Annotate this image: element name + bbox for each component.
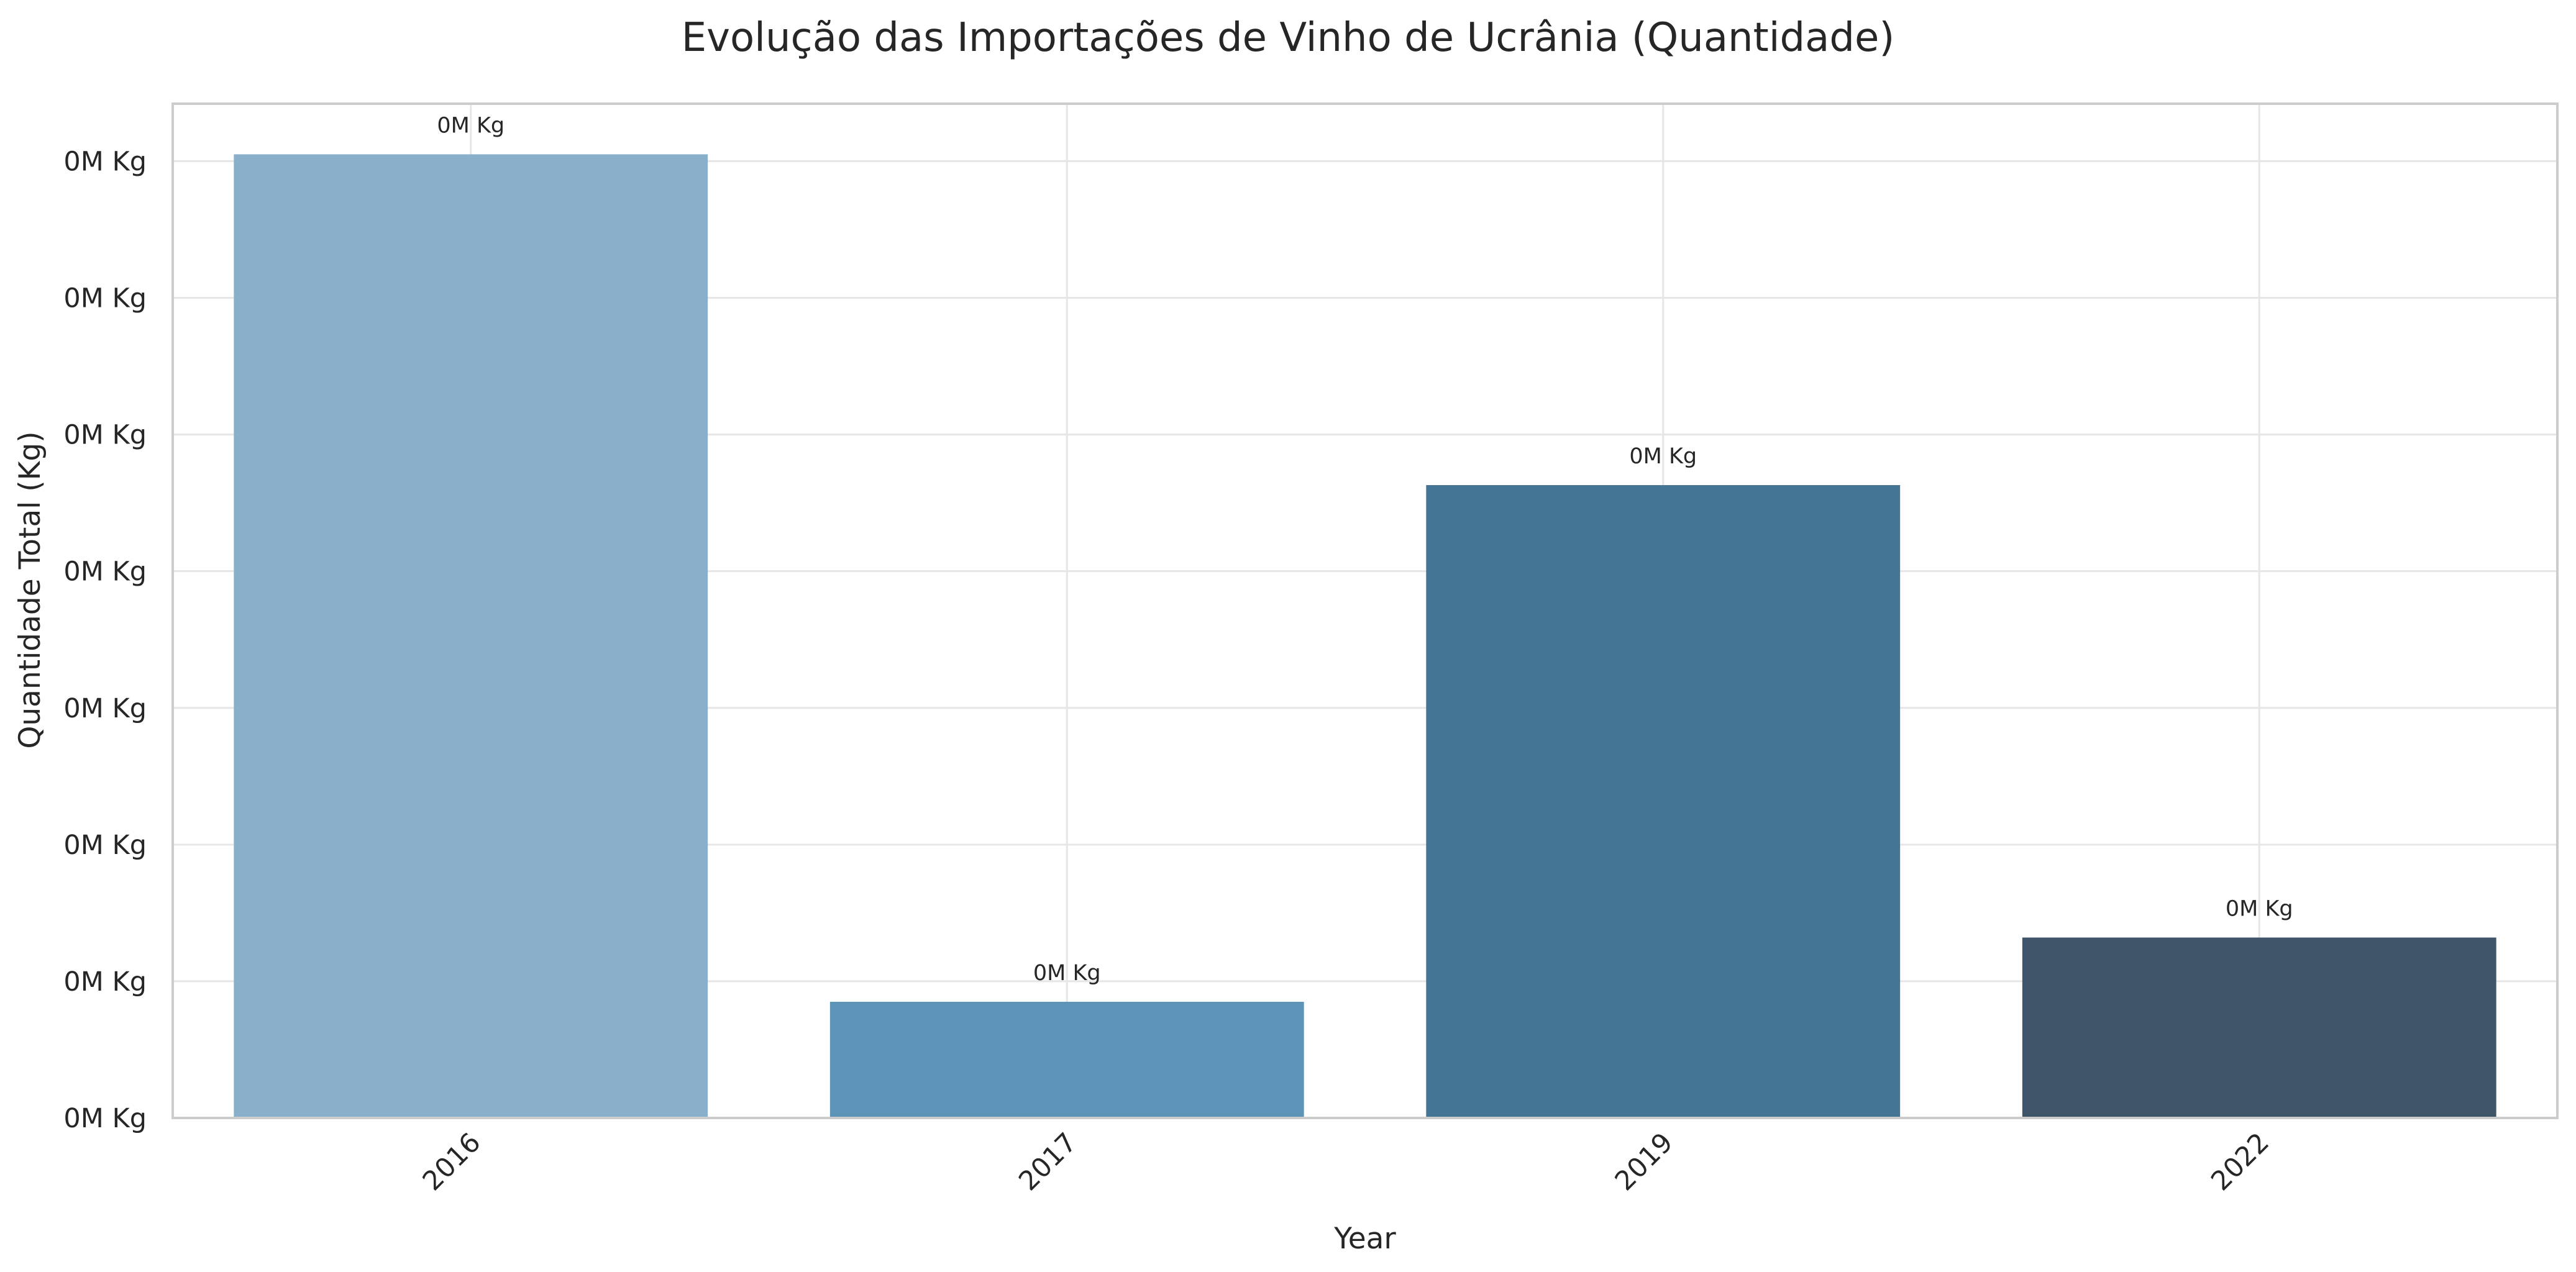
y-tick-label: 0M Kg bbox=[63, 830, 147, 861]
bar-value-label: 0M Kg bbox=[2226, 896, 2293, 921]
y-axis-ticks: 0M Kg 0M Kg 0M Kg 0M Kg 0M Kg 0M Kg 0M Kg 0M Kg bbox=[63, 146, 147, 1134]
x-tick-label: 2022 bbox=[2205, 1127, 2275, 1197]
bar-value-label: 0M Kg bbox=[1033, 961, 1101, 986]
bar-2019 bbox=[1426, 485, 1901, 1118]
plot-frame bbox=[171, 102, 2559, 1119]
x-axis-ticks: 2016 2017 2019 2022 bbox=[417, 1127, 2275, 1197]
chart-title: Evolução das Importações de Vinho de Ucr… bbox=[682, 15, 1895, 61]
y-tick-label: 0M Kg bbox=[63, 1103, 147, 1134]
x-tick-label: 2019 bbox=[1609, 1127, 1679, 1197]
bar-value-label: 0M Kg bbox=[437, 113, 505, 138]
x-axis-label: Year bbox=[1333, 1222, 1396, 1256]
x-tick-label: 2017 bbox=[1013, 1127, 1083, 1197]
y-tick-label: 0M Kg bbox=[63, 556, 147, 588]
y-tick-label: 0M Kg bbox=[63, 693, 147, 724]
bar-value-label: 0M Kg bbox=[1629, 444, 1697, 469]
data-labels: 0M Kg 0M Kg 0M Kg 0M Kg bbox=[437, 113, 2293, 986]
bars bbox=[234, 154, 2496, 1118]
bar-2022 bbox=[2022, 937, 2496, 1118]
y-tick-label: 0M Kg bbox=[63, 283, 147, 314]
bar-2017 bbox=[829, 1001, 1304, 1118]
y-tick-label: 0M Kg bbox=[63, 966, 147, 997]
y-axis-label: Quantidade Total (Kg) bbox=[13, 431, 47, 748]
bar-2016 bbox=[234, 154, 708, 1118]
y-tick-label: 0M Kg bbox=[63, 146, 147, 177]
x-tick-label: 2016 bbox=[417, 1127, 487, 1197]
y-tick-label: 0M Kg bbox=[63, 420, 147, 451]
